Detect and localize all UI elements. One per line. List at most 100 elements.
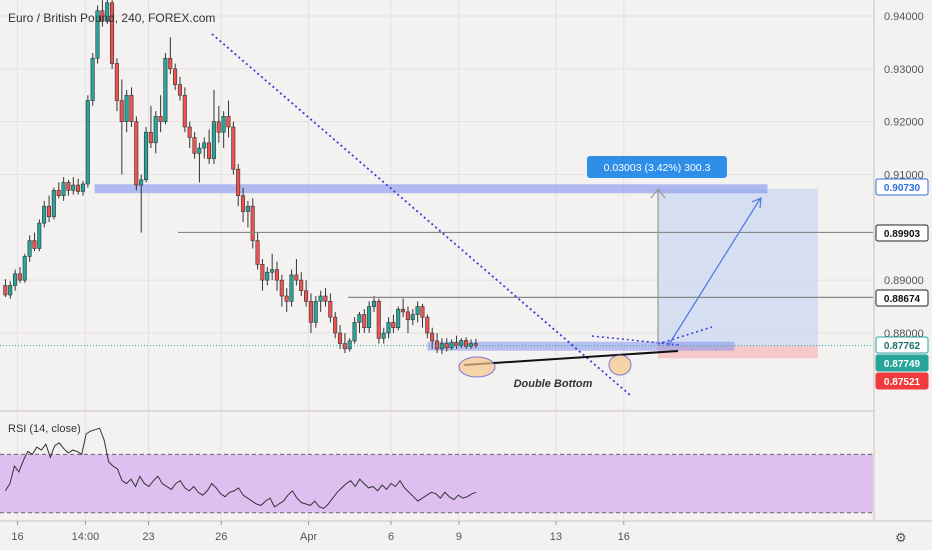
candle[interactable] xyxy=(27,235,32,262)
candle[interactable] xyxy=(439,338,444,355)
candle[interactable] xyxy=(357,311,362,333)
candle[interactable] xyxy=(260,259,265,291)
candle[interactable] xyxy=(22,253,27,283)
price-scale[interactable]: 0.940000.930000.920000.910000.890000.880… xyxy=(873,0,932,550)
candle[interactable] xyxy=(143,126,148,183)
candle[interactable] xyxy=(464,337,469,349)
candle[interactable] xyxy=(473,338,478,348)
candle[interactable] xyxy=(410,309,415,326)
candle[interactable] xyxy=(236,163,241,207)
double-bottom-right-ellipse[interactable] xyxy=(608,354,632,376)
candle[interactable] xyxy=(299,272,304,297)
candle[interactable] xyxy=(163,52,168,125)
candle[interactable] xyxy=(3,279,8,298)
candle[interactable] xyxy=(187,121,192,149)
candle[interactable] xyxy=(56,182,61,199)
descending-trendline[interactable] xyxy=(211,33,631,396)
candle[interactable] xyxy=(362,309,367,333)
candle[interactable] xyxy=(284,288,289,312)
candle[interactable] xyxy=(308,293,313,333)
candle[interactable] xyxy=(100,0,105,27)
candle[interactable] xyxy=(51,187,56,220)
candle[interactable] xyxy=(17,266,22,283)
candle[interactable] xyxy=(333,311,338,339)
candle[interactable] xyxy=(42,200,47,228)
candle[interactable] xyxy=(197,142,202,183)
candle[interactable] xyxy=(221,111,226,149)
measure-tool-label[interactable]: 0.03003 (3.42%) 300.3 xyxy=(587,156,727,178)
candle[interactable] xyxy=(289,269,294,307)
candle[interactable] xyxy=(202,137,207,159)
candle[interactable] xyxy=(396,306,401,331)
candle[interactable] xyxy=(352,317,357,344)
candle[interactable] xyxy=(376,298,381,344)
candle[interactable] xyxy=(192,132,197,159)
candle[interactable] xyxy=(468,339,473,349)
candle[interactable] xyxy=(270,253,275,281)
candle[interactable] xyxy=(207,129,212,164)
candle[interactable] xyxy=(177,76,182,101)
candle[interactable] xyxy=(328,293,333,323)
candle[interactable] xyxy=(182,87,187,133)
candle[interactable] xyxy=(381,327,386,344)
candle[interactable] xyxy=(66,179,71,196)
drawing-tools[interactable] xyxy=(0,33,932,412)
candle[interactable] xyxy=(459,338,464,348)
candle[interactable] xyxy=(265,266,270,286)
candle[interactable] xyxy=(255,232,260,270)
candle[interactable] xyxy=(323,288,328,307)
candle[interactable] xyxy=(211,89,216,164)
candle[interactable] xyxy=(114,58,119,112)
candlestick-series[interactable] xyxy=(3,0,478,355)
candle[interactable] xyxy=(303,280,309,307)
candle[interactable] xyxy=(13,269,18,291)
projection-arrow-line[interactable] xyxy=(667,198,761,347)
candle[interactable] xyxy=(240,187,245,223)
candle[interactable] xyxy=(371,296,376,312)
candle[interactable] xyxy=(148,105,153,149)
candle[interactable] xyxy=(245,200,250,228)
candle[interactable] xyxy=(342,333,347,354)
candle[interactable] xyxy=(119,79,124,175)
candle[interactable] xyxy=(124,89,129,133)
candle[interactable] xyxy=(71,177,76,195)
candle[interactable] xyxy=(105,0,110,24)
candle[interactable] xyxy=(231,121,236,175)
settings-gear-icon[interactable]: ⚙ xyxy=(895,530,907,545)
candle[interactable] xyxy=(347,338,352,352)
candle[interactable] xyxy=(158,95,163,133)
candle[interactable] xyxy=(173,63,178,90)
candle[interactable] xyxy=(434,333,439,354)
candle[interactable] xyxy=(313,296,318,328)
double-bottom-left-ellipse[interactable] xyxy=(458,356,496,378)
candle[interactable] xyxy=(80,180,85,196)
candle[interactable] xyxy=(76,178,81,195)
candle[interactable] xyxy=(425,314,430,339)
candle[interactable] xyxy=(294,259,299,286)
candle[interactable] xyxy=(279,274,284,307)
candle[interactable] xyxy=(134,116,139,191)
candle[interactable] xyxy=(129,87,134,127)
candle[interactable] xyxy=(61,177,66,201)
candle[interactable] xyxy=(400,298,406,318)
candle[interactable] xyxy=(153,111,158,154)
candle[interactable] xyxy=(110,0,115,69)
candle[interactable] xyxy=(90,52,95,106)
candle[interactable] xyxy=(216,105,221,143)
candle[interactable] xyxy=(274,261,279,291)
candle[interactable] xyxy=(415,301,420,323)
time-scale[interactable]: 16 14:00 23 26 Apr 6 9 13 16 ⚙ xyxy=(0,520,932,545)
candle[interactable] xyxy=(46,195,51,223)
candle[interactable] xyxy=(420,303,425,328)
candle[interactable] xyxy=(85,95,90,188)
candle[interactable] xyxy=(8,281,13,299)
candle[interactable] xyxy=(95,5,100,64)
candle[interactable] xyxy=(168,37,173,75)
rising-support-line[interactable] xyxy=(463,350,679,366)
candle[interactable] xyxy=(226,100,231,138)
candle[interactable] xyxy=(367,301,372,333)
candle[interactable] xyxy=(337,325,342,349)
candle[interactable] xyxy=(32,232,37,252)
candle[interactable] xyxy=(250,198,255,249)
